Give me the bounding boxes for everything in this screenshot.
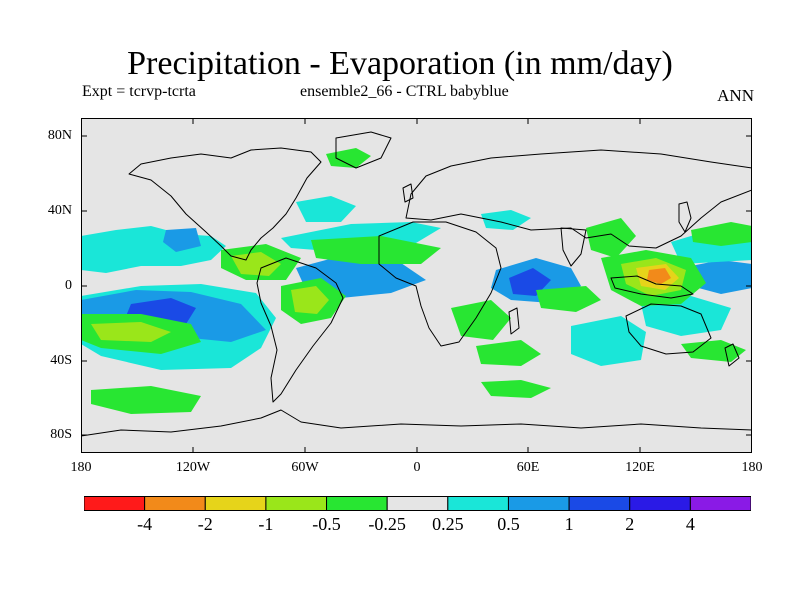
greenland-outline <box>335 131 392 169</box>
colorbar-label: -0.25 <box>368 514 406 534</box>
north-america-outline <box>128 147 322 261</box>
indian-ocean-green <box>536 286 601 312</box>
amazon-lime <box>291 286 329 314</box>
eurasia-outline <box>405 149 752 249</box>
colorbar-box <box>447 496 509 511</box>
colorbar-label: -1 <box>258 514 274 534</box>
colorbar-label: 0.25 <box>432 514 464 534</box>
colorbar-box <box>629 496 691 511</box>
uk-outline <box>402 183 414 203</box>
maritime-continent-orange <box>647 268 671 284</box>
colorbar-box <box>507 496 570 511</box>
south-atlantic-green <box>476 340 541 366</box>
colorbar-box <box>265 496 328 511</box>
season-label: ANN <box>717 86 754 105</box>
x-tick-label: 120E <box>625 460 655 475</box>
southern-indian-green <box>481 380 551 398</box>
indian-ocean-deep <box>509 268 551 296</box>
colorbar-box <box>204 496 267 511</box>
pacific-blue-patch <box>163 228 201 252</box>
antarctica-outline <box>81 409 752 437</box>
north-pacific-green <box>691 222 752 246</box>
southeast-pacific-lime <box>91 322 171 342</box>
x-tick-label: 180 <box>741 460 763 475</box>
colorbar-label: -2 <box>197 514 213 534</box>
colorbar-label: 0.5 <box>497 514 520 534</box>
map-panel <box>81 118 752 453</box>
north-atlantic-cyan <box>296 196 356 222</box>
australia-outline <box>625 303 712 355</box>
continent-outlines <box>81 131 752 437</box>
arabian-green <box>586 218 636 258</box>
x-tick-label: 120W <box>175 460 211 475</box>
colorbar-box <box>689 496 751 511</box>
y-tick-marks <box>81 135 752 436</box>
tropical-atlantic-green <box>311 236 441 264</box>
x-tick-label: 60E <box>516 460 540 475</box>
indonesia-outline <box>610 275 694 299</box>
x-tick-marks <box>192 118 641 453</box>
east-africa-green <box>451 300 511 340</box>
colorbar-label: 2 <box>625 514 635 534</box>
y-tick-label: 40N <box>47 203 72 218</box>
colorbar-label: 1 <box>564 514 574 534</box>
x-tick-label: 0 <box>413 460 421 475</box>
x-tick-label: 60W <box>291 460 319 475</box>
colorbar-box <box>144 496 206 511</box>
experiment-label: Expt = tcrvp-tcrta <box>82 83 196 100</box>
ensemble-label: ensemble2_66 - CTRL babyblue <box>300 83 509 100</box>
india-outline <box>560 227 587 267</box>
colorbar-box <box>84 496 146 511</box>
mediterranean-cyan <box>481 210 531 230</box>
x-tick-label: 180 <box>70 460 92 475</box>
southwest-pacific-cyan <box>641 296 731 336</box>
colorbar <box>84 496 751 511</box>
colorbar-box <box>386 496 449 511</box>
arctic-green <box>326 148 371 168</box>
japan-outline <box>678 201 692 233</box>
colorbar-label: -0.5 <box>312 514 341 534</box>
new-zealand-outline <box>724 343 740 367</box>
africa-outline <box>378 221 502 347</box>
colorbar-label: 4 <box>685 514 695 534</box>
y-tick-label: 0 <box>65 278 72 293</box>
plot-title: Precipitation - Evaporation (in mm/day) <box>127 45 673 82</box>
madagascar-outline <box>508 307 520 335</box>
central-america-lime <box>231 252 281 276</box>
colorbar-box <box>568 496 631 511</box>
y-tick-label: 80S <box>50 427 72 442</box>
southern-ocean-green <box>91 386 201 414</box>
colorbar-label: -4 <box>137 514 153 534</box>
colorbar-box <box>326 496 388 511</box>
south-america-outline <box>256 257 344 403</box>
south-indian-cyan <box>571 316 646 366</box>
y-tick-label: 40S <box>50 353 72 368</box>
y-tick-label: 80N <box>47 128 72 143</box>
